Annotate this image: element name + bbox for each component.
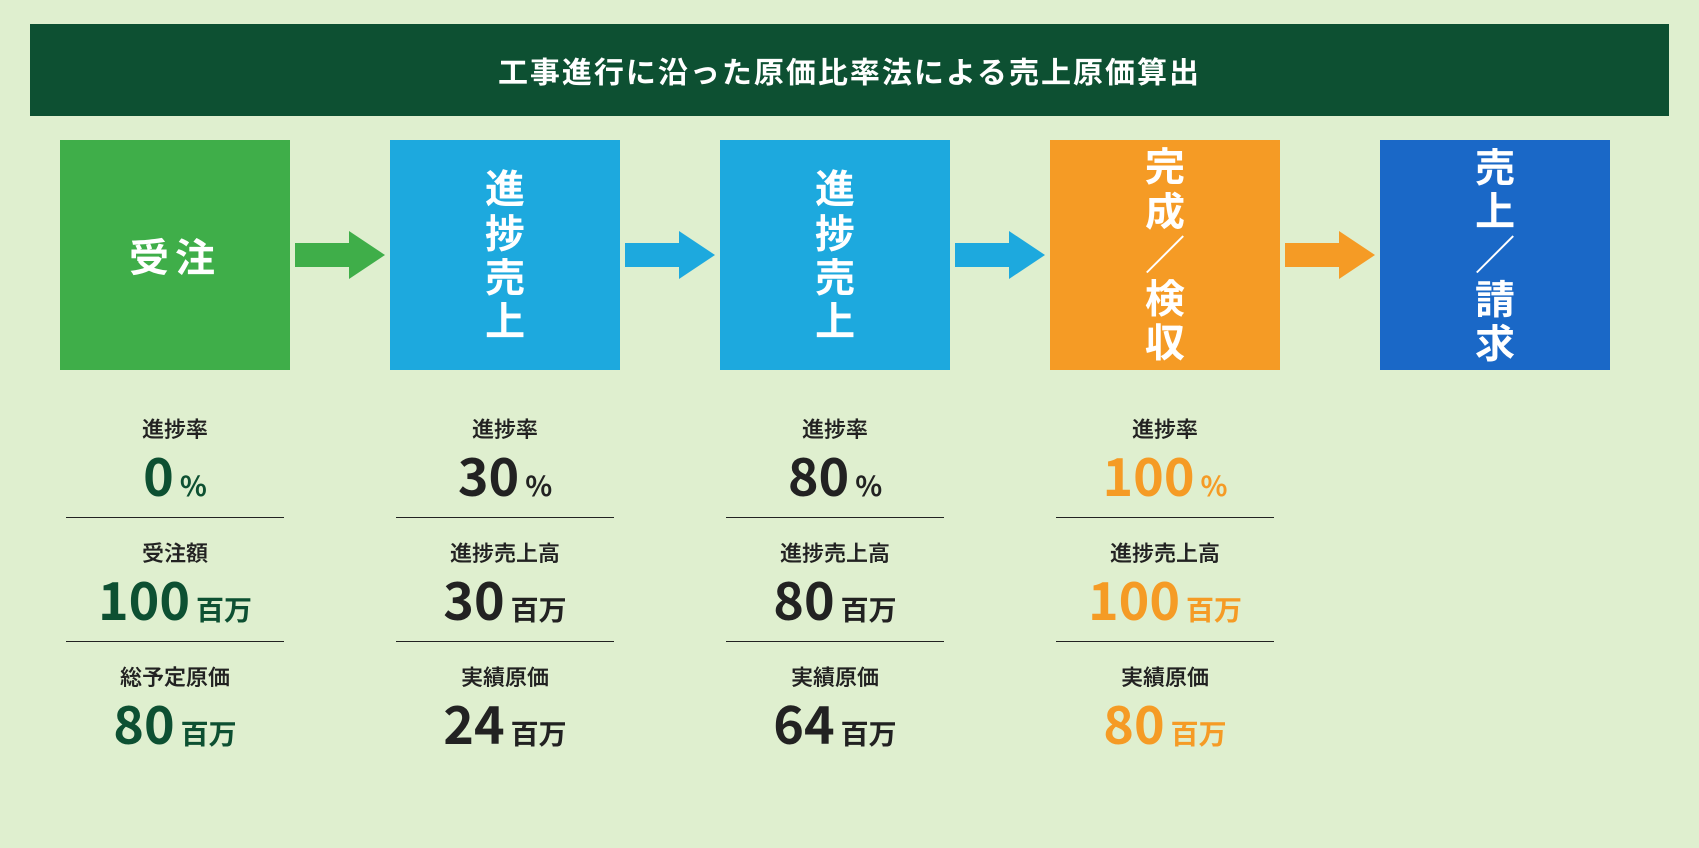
stage-box-order: 受注 xyxy=(60,140,290,370)
metric-unit: 百万 xyxy=(511,719,567,751)
details-row: 進捗率0%受注額100百万総予定原価80百万進捗率30%進捗売上高30百万実績原… xyxy=(0,370,1699,765)
metric-value: 64百万 xyxy=(773,696,896,751)
metric-unit: 百万 xyxy=(841,719,897,751)
metric-number: 0 xyxy=(143,448,174,500)
metric-label: 進捗売上高 xyxy=(726,536,944,568)
metric-number: 30 xyxy=(443,572,504,624)
metric-value: 100% xyxy=(1102,448,1227,503)
flow-arrow xyxy=(290,140,390,370)
metric-value: 80百万 xyxy=(773,572,896,627)
metric-number: 30 xyxy=(458,448,519,500)
metric-number: 64 xyxy=(773,696,834,748)
metric-unit: 百万 xyxy=(196,595,252,627)
metric: 進捗率 0% xyxy=(66,394,284,518)
metric-value: 100百万 xyxy=(1088,572,1242,627)
metric: 進捗率30% xyxy=(396,394,614,518)
metric-unit: % xyxy=(855,471,882,503)
metric-value: 30百万 xyxy=(443,572,566,627)
metric: 実績原価 24百万 xyxy=(396,642,614,765)
metric-unit: 百万 xyxy=(841,595,897,627)
metric-unit: 百万 xyxy=(511,595,567,627)
metric-value: 80百万 xyxy=(1103,696,1226,751)
flow-arrow xyxy=(620,140,720,370)
metric-number: 100 xyxy=(1088,572,1180,624)
metric-value: 80% xyxy=(788,448,882,503)
metric-label: 実績原価 xyxy=(726,660,944,692)
metric: 実績原価 64百万 xyxy=(726,642,944,765)
metric-label: 進捗売上高 xyxy=(396,536,614,568)
stage-box-progress-80: 進捗売上 xyxy=(720,140,950,370)
metric-unit: 百万 xyxy=(1186,595,1242,627)
stage-box-billing: 売上／請求 xyxy=(1380,140,1610,370)
flow-arrow xyxy=(1280,140,1380,370)
detail-col-order: 進捗率0%受注額100百万総予定原価80百万 xyxy=(60,394,290,765)
metric-unit: 百万 xyxy=(181,719,237,751)
flow-row: 受注 進捗売上 進捗売上 完成／検収 売上／請求 xyxy=(0,140,1699,370)
metric: 実績原価 80百万 xyxy=(1056,642,1274,765)
metric-unit: % xyxy=(1201,471,1228,503)
flow-arrow xyxy=(950,140,1050,370)
metric-label: 総予定原価 xyxy=(66,660,284,692)
metric-unit: % xyxy=(180,471,207,503)
metric: 受注額100百万 xyxy=(66,518,284,642)
stage-box-complete: 完成／検収 xyxy=(1050,140,1280,370)
metric: 進捗売上高100百万 xyxy=(1056,518,1274,642)
metric-value: 100百万 xyxy=(98,572,252,627)
metric-label: 実績原価 xyxy=(1056,660,1274,692)
metric: 総予定原価 80百万 xyxy=(66,642,284,765)
metric: 進捗率100% xyxy=(1056,394,1274,518)
metric: 進捗売上高 30百万 xyxy=(396,518,614,642)
metric: 進捗率80% xyxy=(726,394,944,518)
metric-label: 進捗率 xyxy=(66,412,284,444)
metric: 進捗売上高 80百万 xyxy=(726,518,944,642)
metric-unit: % xyxy=(525,471,552,503)
metric-value: 30% xyxy=(458,448,552,503)
metric-number: 100 xyxy=(98,572,190,624)
metric-value: 24百万 xyxy=(443,696,566,751)
metric-unit: 百万 xyxy=(1171,719,1227,751)
metric-number: 80 xyxy=(773,572,834,624)
metric-value: 0% xyxy=(143,448,207,503)
metric-value: 80百万 xyxy=(113,696,236,751)
metric-number: 24 xyxy=(443,696,504,748)
metric-number: 80 xyxy=(788,448,849,500)
detail-col-progress-80: 進捗率80%進捗売上高80百万実績原価64百万 xyxy=(720,394,950,765)
metric-number: 80 xyxy=(113,696,174,748)
detail-col-progress-30: 進捗率30%進捗売上高30百万実績原価24百万 xyxy=(390,394,620,765)
detail-col-complete: 進捗率100%進捗売上高100百万実績原価80百万 xyxy=(1050,394,1280,765)
metric-number: 100 xyxy=(1102,448,1194,500)
stage-box-progress-30: 進捗売上 xyxy=(390,140,620,370)
title-bar: 工事進行に沿った原価比率法による売上原価算出 xyxy=(30,24,1669,116)
metric-label: 実績原価 xyxy=(396,660,614,692)
metric-number: 80 xyxy=(1103,696,1164,748)
